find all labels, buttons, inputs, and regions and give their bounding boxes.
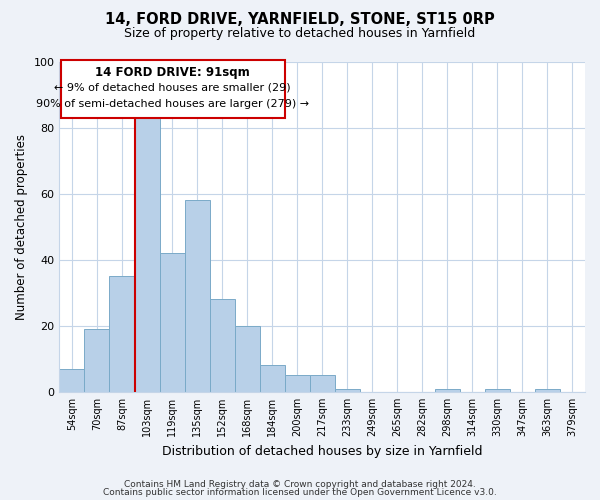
Text: 14, FORD DRIVE, YARNFIELD, STONE, ST15 0RP: 14, FORD DRIVE, YARNFIELD, STONE, ST15 0… [105, 12, 495, 28]
X-axis label: Distribution of detached houses by size in Yarnfield: Distribution of detached houses by size … [162, 444, 482, 458]
Bar [335, 388, 360, 392]
Bar [85, 329, 109, 392]
Bar [535, 388, 560, 392]
FancyBboxPatch shape [61, 60, 284, 118]
Bar [160, 253, 185, 392]
Bar [209, 300, 235, 392]
Bar [109, 276, 134, 392]
Bar [435, 388, 460, 392]
Text: ← 9% of detached houses are smaller (29): ← 9% of detached houses are smaller (29) [55, 83, 291, 93]
Bar [59, 369, 85, 392]
Bar [185, 200, 209, 392]
Bar [284, 376, 310, 392]
Bar [260, 366, 284, 392]
Text: Size of property relative to detached houses in Yarnfield: Size of property relative to detached ho… [124, 28, 476, 40]
Text: 90% of semi-detached houses are larger (279) →: 90% of semi-detached houses are larger (… [36, 100, 309, 110]
Bar [235, 326, 260, 392]
Y-axis label: Number of detached properties: Number of detached properties [15, 134, 28, 320]
Text: Contains public sector information licensed under the Open Government Licence v3: Contains public sector information licen… [103, 488, 497, 497]
Bar [485, 388, 510, 392]
Bar [310, 376, 335, 392]
Text: 14 FORD DRIVE: 91sqm: 14 FORD DRIVE: 91sqm [95, 66, 250, 80]
Text: Contains HM Land Registry data © Crown copyright and database right 2024.: Contains HM Land Registry data © Crown c… [124, 480, 476, 489]
Bar [134, 114, 160, 392]
